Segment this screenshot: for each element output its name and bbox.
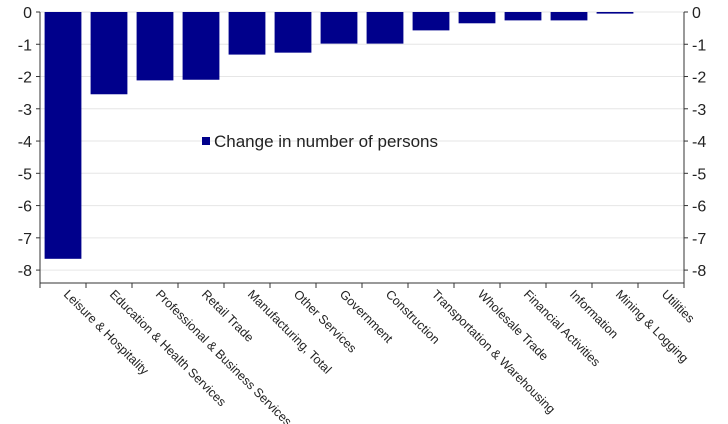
bar <box>596 12 634 14</box>
bar <box>44 12 82 259</box>
y-tick-label-right: -4 <box>692 134 706 151</box>
y-tick-labels-right: 0 -1 -2 -3 -4 -5 -6 -7 -8 <box>692 5 706 280</box>
category-label: Utilities <box>659 287 697 325</box>
x-tick-marks <box>39 283 685 288</box>
y-tick-label-left: -8 <box>18 263 32 280</box>
y-tick-label-left: -4 <box>18 134 32 151</box>
bar <box>550 12 588 21</box>
y-tick-label-right: -6 <box>692 199 706 216</box>
bars <box>44 12 634 259</box>
bar <box>458 12 496 24</box>
y-tick-label-left: -3 <box>18 102 32 119</box>
y-tick-label-right: -5 <box>692 166 706 183</box>
y-tick-label-right: -8 <box>692 263 706 280</box>
y-tick-label-right: -1 <box>692 37 706 54</box>
y-tick-label-right: -7 <box>692 231 706 248</box>
bar <box>182 12 220 80</box>
legend-label: Change in number of persons <box>214 132 438 151</box>
category-label: Financial Activities <box>521 287 603 369</box>
y-tick-label-left: -5 <box>18 166 32 183</box>
bar <box>228 12 266 55</box>
y-tick-label-right: 0 <box>692 5 701 22</box>
y-tick-label-left: -6 <box>18 199 32 216</box>
y-tick-label-left: 0 <box>23 5 32 22</box>
gridlines <box>36 11 688 271</box>
bar <box>136 12 174 81</box>
bar <box>320 12 358 44</box>
y-tick-label-left: -2 <box>18 70 32 87</box>
y-tick-labels-left: 0 -1 -2 -3 -4 -5 -6 -7 -8 <box>18 5 32 280</box>
category-label: Leisure & Hospitality <box>61 287 152 378</box>
category-label: Manufacturing, Total <box>245 287 334 376</box>
bar <box>274 12 312 53</box>
bar <box>366 12 404 44</box>
y-tick-label-right: -3 <box>692 102 706 119</box>
legend: Change in number of persons <box>202 132 438 151</box>
legend-swatch <box>202 137 210 145</box>
bar <box>90 12 128 95</box>
bar <box>412 12 450 31</box>
y-tick-label-left: -7 <box>18 231 32 248</box>
bar <box>504 12 542 21</box>
y-tick-label-right: -2 <box>692 70 706 87</box>
y-tick-label-left: -1 <box>18 37 32 54</box>
